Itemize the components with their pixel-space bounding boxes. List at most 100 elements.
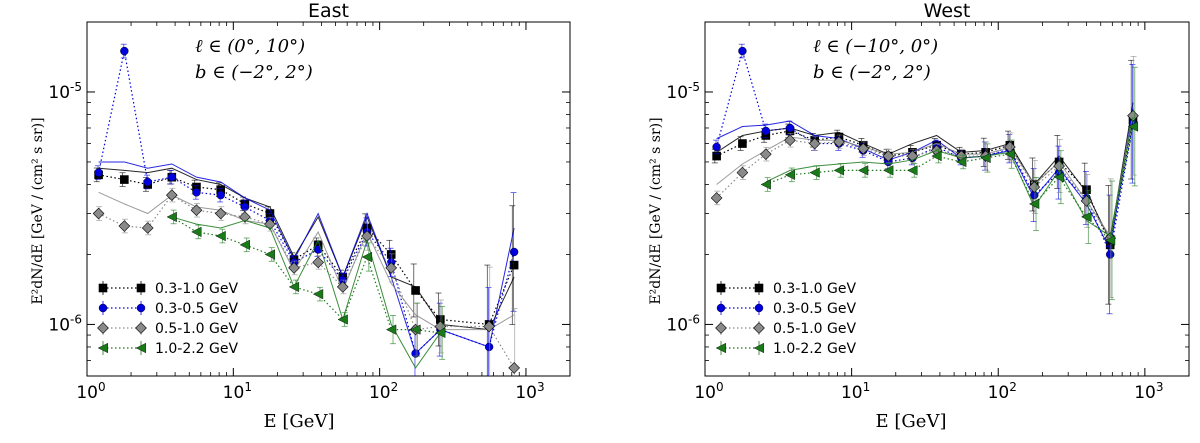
legend-marker (135, 342, 147, 354)
x-tick-label: 101 (223, 380, 252, 403)
legend-label: 0.3-1.0 GeV (773, 281, 856, 297)
data-point (239, 239, 250, 250)
legend-marker (716, 283, 726, 293)
legend-marker (754, 283, 764, 293)
data-point (120, 46, 129, 56)
data-point (761, 126, 771, 136)
legend-label: 0.5-1.0 GeV (773, 321, 856, 337)
data-point (94, 168, 103, 177)
data-line (716, 115, 1134, 240)
data-line (765, 126, 1134, 242)
legend-entry: 0.3-0.5 GeV (98, 301, 238, 317)
data-point (167, 172, 177, 182)
legend-marker (97, 322, 109, 334)
legend-marker (98, 303, 108, 313)
data-point (508, 362, 520, 374)
data-point (1028, 181, 1041, 193)
data-point (141, 222, 154, 234)
y-tick-label: 10-5 (48, 80, 82, 103)
legend-marker (135, 322, 147, 334)
data-point (361, 251, 373, 263)
data-point (809, 167, 820, 178)
legend-marker (715, 322, 727, 334)
data-point (509, 260, 519, 270)
data-point (760, 179, 771, 190)
data-point (166, 189, 178, 201)
data-point (1127, 121, 1138, 132)
x-tick-label: 101 (841, 380, 870, 403)
data-point (1080, 195, 1093, 207)
legend-entry: 1.0-2.2 GeV (715, 341, 856, 357)
data-point (712, 142, 721, 152)
legend-entry: 1.0-2.2 GeV (97, 341, 238, 357)
data-line (98, 194, 515, 369)
data-point (337, 314, 348, 325)
legend-label: 0.3-0.5 GeV (773, 301, 856, 317)
data-point (385, 262, 398, 274)
data-point (931, 150, 942, 162)
x-tick-label: 102 (369, 380, 398, 403)
model-line (765, 116, 1134, 237)
legend-entry: 0.3-1.0 GeV (98, 281, 238, 297)
legend-label: 1.0-2.2 GeV (155, 341, 238, 357)
data-point (264, 249, 275, 260)
legend-label: 0.3-0.5 GeV (155, 301, 238, 317)
legend-label: 0.5-1.0 GeV (155, 321, 238, 337)
data-point (980, 152, 991, 164)
y-axis-label-west: E²dN/dE [GeV / (cm² s sr)] (648, 117, 664, 304)
data-point (410, 324, 421, 335)
data-point (956, 156, 967, 168)
x-tick-label: 103 (515, 380, 544, 403)
data-point (1028, 198, 1040, 210)
data-point (312, 256, 324, 269)
data-point (92, 207, 105, 220)
data-point (192, 188, 201, 197)
data-point (784, 169, 796, 180)
legend-label: 1.0-2.2 GeV (773, 341, 856, 357)
legend-marker (716, 303, 726, 313)
y-minor-ticks (705, 102, 1189, 361)
data-point (215, 230, 226, 242)
data-point (710, 192, 723, 204)
x-tick-label: 103 (1134, 380, 1163, 403)
data-point (712, 151, 721, 161)
data-point (190, 204, 203, 217)
legend-marker (753, 342, 764, 354)
legend-marker (715, 342, 726, 354)
data-point (240, 202, 250, 212)
data-point (312, 289, 324, 300)
x-minor-ticks (130, 22, 520, 376)
legend-entry: 0.3-1.0 GeV (716, 281, 856, 297)
data-point (336, 281, 349, 293)
region-annotation: ℓ ∈ (0°, 10°) (195, 36, 305, 57)
data-point (191, 226, 202, 238)
data-point (166, 211, 177, 223)
x-minor-ticks (748, 22, 1139, 376)
data-point (857, 142, 870, 155)
legend-entry: 0.3-0.5 GeV (716, 301, 856, 317)
plot-title: West (924, 0, 971, 22)
data-point (738, 46, 747, 56)
legend-marker (97, 342, 109, 354)
x-axis-label-west: E [GeV] (876, 411, 947, 432)
series-0-3-0-5-GeV (94, 43, 519, 376)
data-point (214, 207, 227, 220)
data-point (483, 320, 495, 333)
y-minor-ticks (87, 102, 570, 361)
y-axis-label-east: E²dN/dE [GeV / (cm² s sr)] (30, 117, 46, 304)
plot-title: East (308, 0, 349, 22)
legend-marker (98, 283, 108, 293)
data-point (1004, 149, 1015, 160)
data-point (435, 327, 446, 338)
data-point (833, 136, 845, 148)
data-point (784, 134, 796, 147)
x-tick-label: 102 (988, 380, 1017, 403)
x-axis-label-east: E [GeV] (264, 411, 335, 432)
data-point (857, 165, 869, 176)
x-tick-label: 100 (694, 380, 723, 403)
series-1-0-2-2-GeV (760, 66, 1138, 301)
data-point (484, 342, 494, 352)
data-point (1105, 250, 1115, 259)
data-point (120, 175, 129, 184)
data-point (1127, 109, 1139, 122)
